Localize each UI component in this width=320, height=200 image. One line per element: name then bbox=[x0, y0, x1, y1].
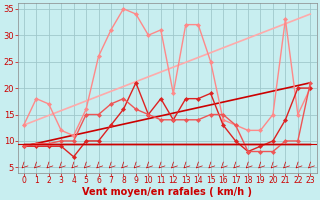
X-axis label: Vent moyen/en rafales ( km/h ): Vent moyen/en rafales ( km/h ) bbox=[82, 187, 252, 197]
